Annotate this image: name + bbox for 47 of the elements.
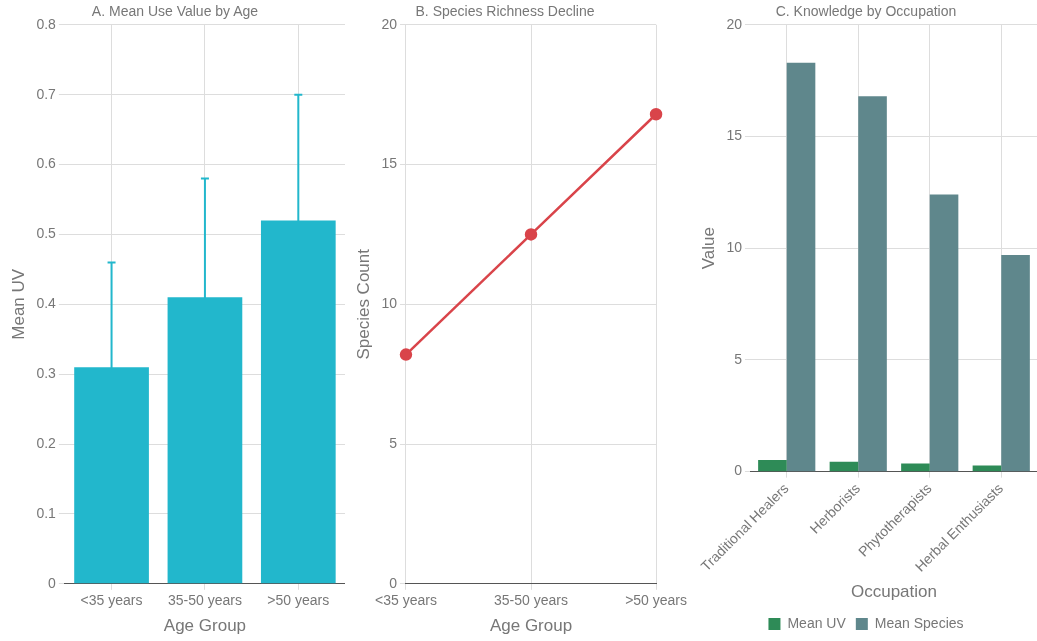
bar <box>858 96 887 472</box>
bar <box>929 194 959 472</box>
y-axis-title: Species Count <box>353 248 373 360</box>
x-axis-title: Occupation <box>850 582 937 602</box>
bar <box>1001 254 1030 472</box>
y-tick-label: 5 <box>734 350 743 367</box>
y-tick-label: 0.2 <box>36 434 57 451</box>
y-tick-label: 15 <box>381 155 398 172</box>
y-axis-title: Mean UV <box>8 268 28 340</box>
y-tick-label: 10 <box>381 295 398 312</box>
chart-title: C. Knowledge by Occupation <box>775 3 957 20</box>
point <box>649 107 663 121</box>
y-tick-label: 0 <box>48 574 57 591</box>
y-tick-label: 0.1 <box>36 504 57 521</box>
y-tick-label: 0.4 <box>36 295 57 312</box>
y-tick-label: 5 <box>389 434 398 451</box>
bar <box>901 463 930 472</box>
bar <box>758 460 787 472</box>
y-tick-label: 0 <box>389 574 398 591</box>
legend-label: Mean UV <box>787 614 847 631</box>
x-axis-title: Age Group <box>163 616 247 636</box>
x-tick-label: >50 years <box>625 592 687 609</box>
x-tick-label: 35-50 years <box>167 592 242 609</box>
y-tick-label: 0.7 <box>36 85 57 102</box>
x-tick-label: 35-50 years <box>494 592 568 609</box>
chart-title: B. Species Richness Decline <box>415 3 595 20</box>
y-tick-label: 10 <box>726 239 743 256</box>
y-tick-label: 0.3 <box>36 365 57 382</box>
legend-label: Mean Species <box>874 614 964 631</box>
y-tick-label: 0 <box>734 462 743 479</box>
y-tick-label: 15 <box>726 127 743 144</box>
y-tick-label: 0.5 <box>36 225 57 242</box>
y-tick-label: 0.8 <box>36 15 57 32</box>
bar <box>972 465 1002 472</box>
point <box>399 348 413 361</box>
y-tick-label: 20 <box>381 15 398 32</box>
x-tick-label: >50 years <box>267 592 330 609</box>
x-axis-title: Age Group <box>489 616 573 636</box>
bar <box>786 62 816 472</box>
x-tick-label: <35 years <box>375 592 437 609</box>
bar <box>829 461 859 472</box>
y-axis-title: Value <box>698 227 718 270</box>
y-tick-label: 0.6 <box>36 155 57 172</box>
x-tick-label: <35 years <box>80 592 143 609</box>
chart-title: A. Mean Use Value by Age <box>91 3 259 20</box>
point <box>524 228 538 241</box>
y-tick-label: 20 <box>726 15 743 32</box>
